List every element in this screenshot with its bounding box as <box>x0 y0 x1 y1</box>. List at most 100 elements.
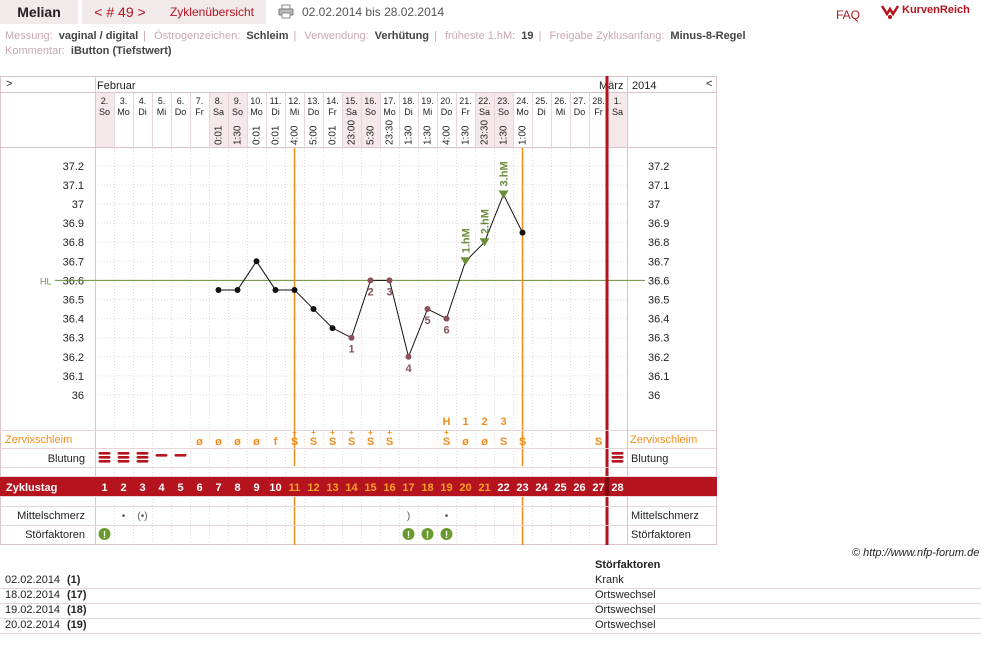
y-tick-right: 37 <box>648 199 660 211</box>
cycle-overview-tab[interactable]: Zyklenübersicht <box>158 0 266 24</box>
day-weekday: Fr <box>594 107 603 117</box>
meta-value: Schleim <box>246 30 289 42</box>
bleeding-mark <box>117 456 130 459</box>
cycle-day-number: 19 <box>440 482 452 494</box>
y-tick-right: 36.8 <box>648 237 669 249</box>
cycle-day-number: 25 <box>554 482 566 494</box>
bleeding-mark <box>136 452 149 455</box>
day-date: 12. <box>288 96 301 106</box>
day-date: 25. <box>535 96 548 106</box>
zervix-symbol: S <box>310 436 317 448</box>
y-tick-right: 36 <box>648 390 660 402</box>
cycle-day-number: 2 <box>120 482 126 494</box>
mittelschmerz-label: Mittelschmerz <box>17 510 85 522</box>
cycle-day-number: 22 <box>497 482 509 494</box>
day-date: 21. <box>459 96 472 106</box>
bleeding-mark <box>136 460 149 463</box>
bleeding-mark <box>611 452 624 455</box>
row-date: 20.02.2014 <box>5 619 61 631</box>
meta-label: Messung: <box>5 30 53 42</box>
day-time: 5:30 <box>366 125 377 145</box>
meta-label: Verwendung: <box>304 30 369 42</box>
day-date: 8. <box>215 96 223 106</box>
temperature-point <box>291 286 298 293</box>
row-day: (17) <box>67 589 87 601</box>
y-tick-left: 37.1 <box>63 180 84 192</box>
low-measure-label: 3 <box>386 286 392 298</box>
cycle-day-number: 27 <box>592 482 604 494</box>
cycle-day-number: 26 <box>573 482 585 494</box>
temperature-point <box>215 286 222 293</box>
day-time: 23:00 <box>347 120 358 145</box>
copyright: © http://www.nfp-forum.de <box>852 547 980 559</box>
meta-label: früheste 1.hM: <box>444 30 516 42</box>
zyklustag-label: Zyklustag <box>6 482 57 494</box>
low-measure-point <box>367 277 374 284</box>
weekend-shade <box>608 93 627 147</box>
weekend-shade <box>361 93 380 147</box>
day-weekday: Di <box>271 107 280 117</box>
high-measure-label: 2.hM <box>480 209 492 234</box>
day-date: 7. <box>196 96 204 106</box>
mittelschmerz-mark: • <box>445 511 449 522</box>
cycle-day-number: 17 <box>402 482 414 494</box>
day-weekday: Di <box>404 107 413 117</box>
bleeding-mark <box>98 456 111 459</box>
zervix-plus: + <box>292 428 297 437</box>
user-name: Melian <box>0 0 78 24</box>
day-date: 3. <box>120 96 128 106</box>
disturbance-icon-glyph: ! <box>426 530 429 541</box>
meta-value: iButton (Tiefstwert) <box>70 45 172 57</box>
bleeding-mark <box>155 454 168 457</box>
disturbance-icon-glyph: ! <box>407 530 410 541</box>
low-measure-point <box>386 277 393 284</box>
cycle-navigator[interactable]: < # 49 > <box>82 0 158 24</box>
row-value: Ortswechsel <box>595 589 656 601</box>
y-tick-left: 36.9 <box>63 218 84 230</box>
high-measure-label: 3.hM <box>499 161 511 186</box>
zervix-symbol: ø <box>196 436 203 448</box>
day-weekday: Sa <box>479 107 490 117</box>
y-tick-left: 36.8 <box>63 237 84 249</box>
cycle-day-number: 8 <box>234 482 240 494</box>
day-weekday: Do <box>308 107 320 117</box>
low-measure-label: 1 <box>348 344 354 356</box>
table-header: Störfaktoren <box>595 559 661 571</box>
zervix-symbol: S <box>386 436 393 448</box>
day-weekday: Mi <box>423 107 433 117</box>
bleeding-mark <box>611 456 624 459</box>
y-tick-left: 37.2 <box>63 161 84 173</box>
table-row: 20.02.2014 (19) Ortswechsel <box>0 618 981 634</box>
low-measure-point <box>443 315 450 322</box>
cycle-day-number: 24 <box>535 482 548 494</box>
y-tick-right: 36.2 <box>648 352 669 364</box>
zervix-label: Zervixschleim <box>5 434 72 446</box>
day-weekday: Do <box>574 107 586 117</box>
y-tick-left: 36.5 <box>63 295 84 307</box>
faq-link[interactable]: FAQ <box>836 8 861 22</box>
zervix-plus: + <box>444 428 449 437</box>
row-date: 18.02.2014 <box>5 589 61 601</box>
meta-value: Minus-8-Regel <box>670 30 746 42</box>
day-time: 4:00 <box>442 125 453 145</box>
stoerfaktoren-label-right: Störfaktoren <box>631 529 691 541</box>
cycle-day-number: 11 <box>289 482 301 494</box>
table-row: 18.02.2014 (17) Ortswechsel <box>0 588 981 604</box>
meta-value: 19 <box>521 30 534 42</box>
printer-icon[interactable] <box>278 4 294 19</box>
kurvenreich-logo[interactable]: KurvenReich <box>880 2 980 22</box>
temperature-point <box>310 306 317 313</box>
y-tick-right: 36.9 <box>648 218 669 230</box>
day-date: 17. <box>383 96 396 106</box>
bleeding-mark <box>117 460 130 463</box>
row-day: (19) <box>67 619 87 631</box>
peak-label: 2 <box>481 416 487 428</box>
weekend-shade <box>209 93 228 147</box>
zervix-symbol: ø <box>215 436 222 448</box>
day-time: 1:30 <box>233 125 244 145</box>
y-tick-right: 36.3 <box>648 333 669 345</box>
high-measure-marker <box>479 238 490 247</box>
day-weekday: Do <box>175 107 187 117</box>
mittelschmerz-mark: • <box>122 511 126 522</box>
day-weekday: Fr <box>195 107 204 117</box>
